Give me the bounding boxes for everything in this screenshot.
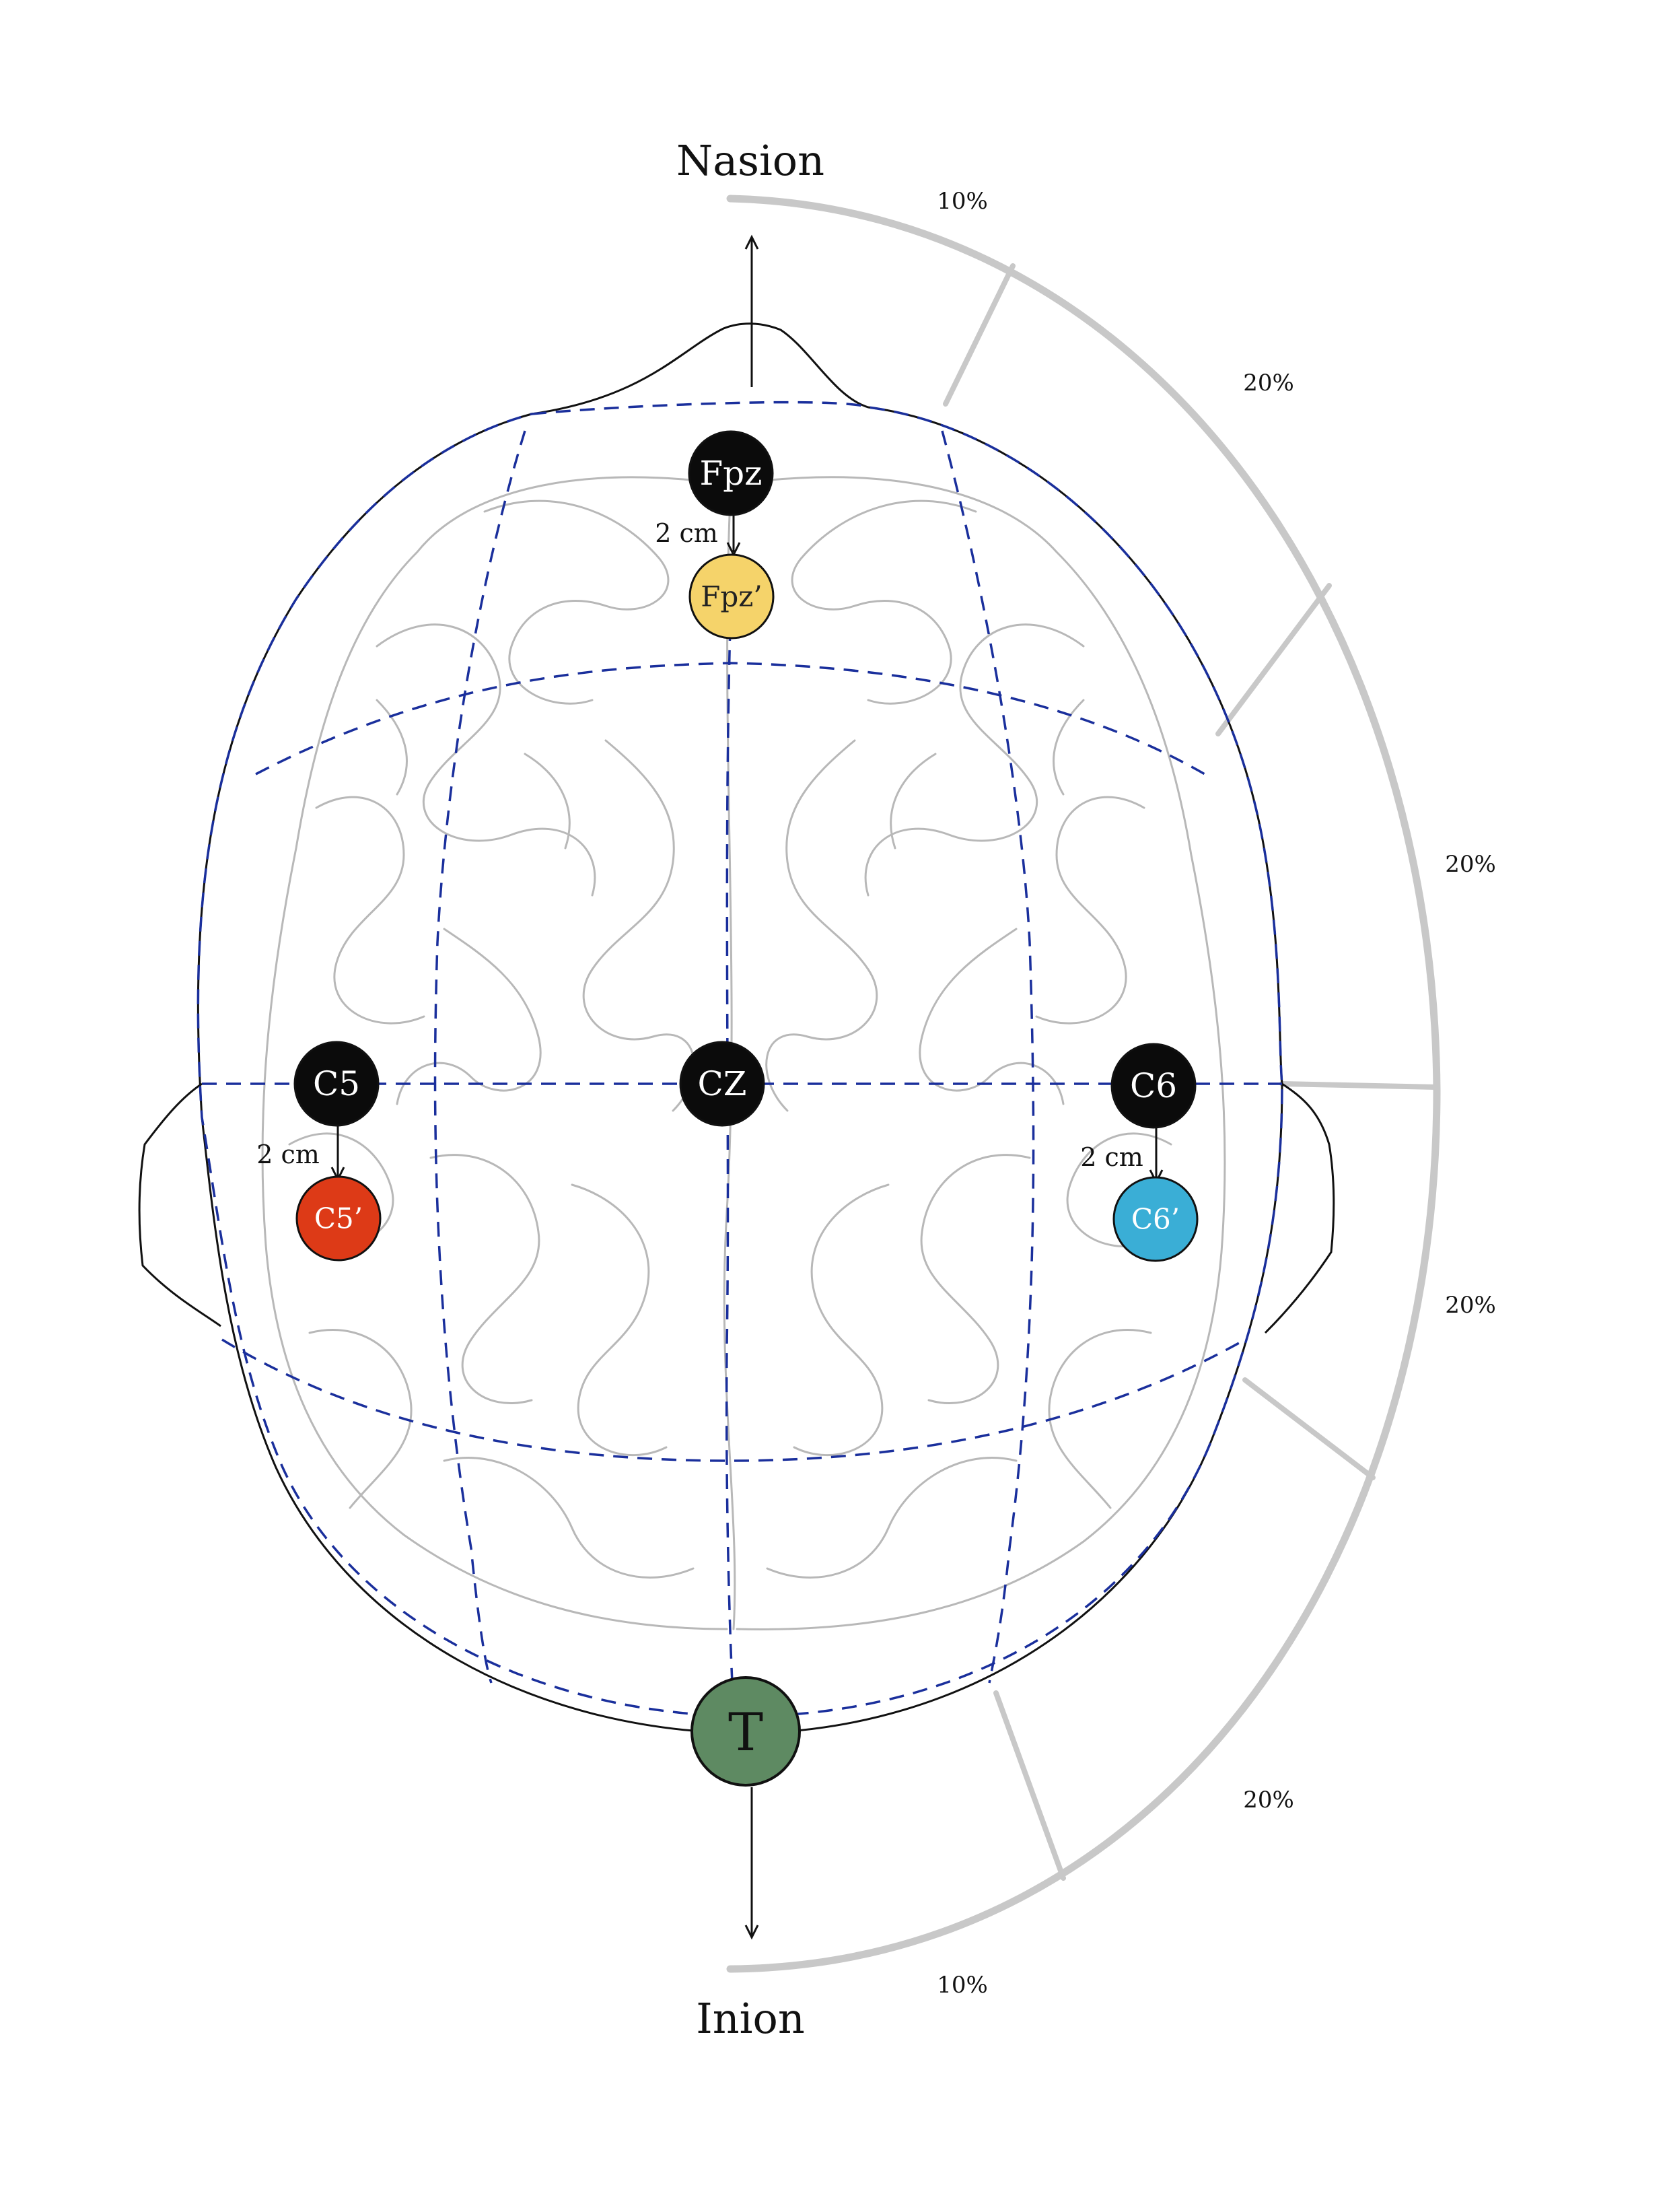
electrode-c6-marker: [1110, 1043, 1197, 1129]
electrode-c5-marker: [293, 1041, 380, 1127]
electrode-c5-prime-marker: [295, 1175, 382, 1261]
pct-label-seg1: 20%: [1243, 370, 1294, 396]
electrode-t: T: [690, 1676, 801, 1787]
electrode-fpz: Fpz: [688, 430, 774, 516]
electrode-fpz-prime-label: Fpz’: [701, 580, 762, 613]
electrode-c6: C6: [1110, 1043, 1197, 1129]
electrode-c5-prime: C5’: [295, 1175, 382, 1261]
offset-label-c6: 2 cm: [1080, 1142, 1143, 1172]
electrode-cz-label: CZ: [698, 1064, 747, 1103]
inion-arrow: [744, 1787, 759, 1940]
electrode-t-label: T: [728, 1702, 763, 1763]
nasion-label: Nasion: [676, 136, 824, 185]
offset-label-fpz: 2 cm: [655, 518, 718, 548]
measurement-arc: [726, 195, 1441, 1973]
electrode-c5-prime-label: C5’: [314, 1202, 363, 1235]
electrode-fpz-label: Fpz: [699, 454, 762, 493]
pct-label-bottom: 10%: [937, 1972, 988, 1999]
electrode-c5: C5: [293, 1041, 380, 1127]
electrode-fpz-prime-marker: [688, 553, 775, 640]
electrode-c6-prime-marker: [1112, 1176, 1199, 1262]
electrode-c6-prime: C6’: [1112, 1176, 1199, 1262]
electrode-t-marker: [690, 1676, 801, 1787]
inion-label: Inion: [696, 1994, 805, 2043]
nasion-arrow: [744, 234, 759, 387]
electrode-c6-label: C6: [1130, 1066, 1177, 1105]
electrode-c6-prime-label: C6’: [1131, 1203, 1180, 1236]
electrode-fpz-marker: [688, 430, 774, 516]
electrode-fpz-prime: Fpz’: [688, 553, 775, 640]
head-outline: [138, 322, 1335, 1735]
pct-label-top: 10%: [937, 188, 988, 215]
pct-label-seg3: 20%: [1445, 1292, 1496, 1319]
electrode-c5-label: C5: [313, 1064, 360, 1103]
arc-division-ticks: [943, 263, 1440, 1881]
electrode-cz-marker: [679, 1041, 765, 1127]
measurement-grid: [197, 401, 1283, 1718]
pct-label-seg4: 20%: [1243, 1787, 1294, 1813]
pct-label-seg2: 20%: [1445, 851, 1496, 878]
electrode-cz: CZ: [679, 1041, 765, 1127]
offset-label-c5: 2 cm: [256, 1140, 320, 1169]
